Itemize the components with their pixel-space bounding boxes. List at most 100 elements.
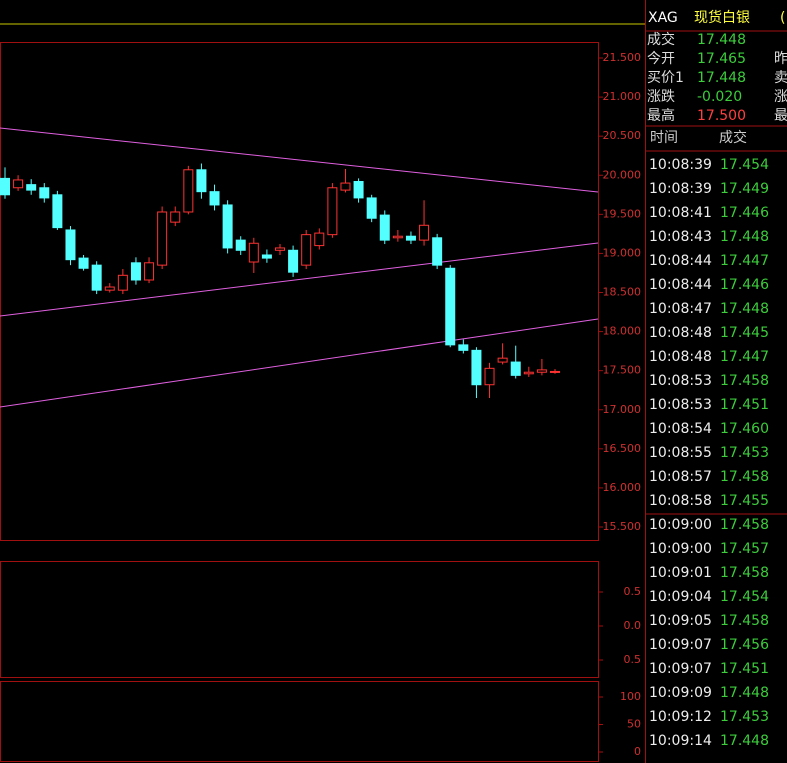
trade-price: 17.456 (720, 637, 769, 653)
candle-body (366, 197, 377, 219)
trade-price: 17.453 (720, 709, 769, 725)
candle-body (275, 247, 285, 251)
trade-price: 17.454 (720, 589, 769, 605)
candle-body (209, 191, 220, 206)
y-tick-label: 21.000 (603, 90, 642, 103)
y-tick-label: 0.5 (624, 653, 642, 666)
trade-price: 17.458 (720, 565, 769, 581)
macd-panel (0, 561, 599, 678)
y-tick-label: 20.000 (603, 168, 642, 181)
trade-price: 17.447 (720, 253, 769, 269)
candle-body (157, 211, 168, 266)
candle-body (497, 357, 508, 363)
quote-side: 最 (774, 108, 787, 124)
candle-body (261, 254, 272, 259)
trade-price: 17.446 (720, 205, 769, 221)
y-tick-label: 17.500 (603, 364, 642, 377)
candle-body (484, 367, 495, 386)
y-tick-label: 20.500 (603, 129, 642, 142)
candle-body (288, 249, 299, 273)
trade-time: 10:08:53 (649, 397, 712, 413)
trade-time: 10:09:01 (649, 565, 712, 581)
trade-time: 10:09:07 (649, 637, 712, 653)
symbol-extra: ( (780, 10, 785, 26)
y-tick-label: 21.500 (603, 51, 642, 64)
quote-value: 17.448 (697, 70, 746, 86)
candle-body (392, 235, 403, 239)
trend-line (0, 127, 599, 193)
trade-time: 10:08:44 (649, 277, 712, 293)
trade-price: 17.457 (720, 541, 769, 557)
candle-body (13, 179, 24, 189)
candle-body (65, 229, 76, 261)
trade-time: 10:08:41 (649, 205, 712, 221)
trade-time: 10:09:14 (649, 733, 712, 749)
y-tick-label: 18.000 (603, 325, 642, 338)
candle-body (196, 169, 207, 193)
candle-body (458, 344, 469, 351)
trade-time: 10:09:09 (649, 685, 712, 701)
trade-price: 17.453 (720, 445, 769, 461)
trade-price: 17.455 (720, 493, 769, 509)
y-tick-label: 18.500 (603, 286, 642, 299)
y-tick-label: 50 (627, 718, 641, 731)
candle-body (353, 181, 364, 199)
quote-side: 昨 (774, 51, 787, 67)
symbol-name: 现货白银 (694, 9, 750, 26)
quote-value: 17.448 (697, 32, 746, 48)
trade-price: 17.458 (720, 517, 769, 533)
quote-label: 今开 (647, 51, 675, 67)
candle-body (52, 194, 63, 229)
trade-price: 17.446 (720, 277, 769, 293)
y-tick-label: 16.500 (603, 442, 642, 455)
price-panel (0, 42, 599, 541)
y-tick-label: 19.000 (603, 246, 642, 259)
trade-time: 10:08:57 (649, 469, 712, 485)
trade-time: 10:08:48 (649, 325, 712, 341)
trade-price: 17.448 (720, 685, 769, 701)
trade-price: 17.458 (720, 613, 769, 629)
trade-time: 10:08:58 (649, 493, 712, 509)
trade-price: 17.448 (720, 229, 769, 245)
candle-body (91, 264, 102, 291)
trade-time: 10:08:48 (649, 349, 712, 365)
trade-time: 10:09:07 (649, 661, 712, 677)
y-tick-label: 100 (620, 690, 641, 703)
candle-body (340, 182, 351, 191)
candle-body (314, 232, 325, 247)
trade-time: 10:08:43 (649, 229, 712, 245)
trade-time: 10:08:53 (649, 373, 712, 389)
candle-body (117, 274, 128, 291)
quote-value: 17.500 (697, 108, 746, 124)
quote-label: 最高 (647, 107, 675, 124)
quote-value: 17.465 (697, 51, 746, 67)
candle-body (222, 204, 233, 249)
candle-body (471, 349, 482, 386)
trade-price: 17.458 (720, 373, 769, 389)
candle-body (536, 369, 547, 373)
y-tick-label: 0.0 (624, 619, 642, 632)
candle-body (248, 242, 259, 263)
y-tick-label: 19.500 (603, 207, 642, 220)
candle-body (445, 267, 456, 346)
trade-price: 17.458 (720, 469, 769, 485)
candle-body (0, 177, 10, 196)
trade-time: 10:09:05 (649, 613, 712, 629)
trade-time: 10:09:12 (649, 709, 712, 725)
trend-line (0, 242, 599, 317)
quote-side: 涨 (774, 89, 787, 105)
candle-body (432, 237, 443, 266)
trade-price: 17.451 (720, 661, 769, 677)
trade-time: 10:08:55 (649, 445, 712, 461)
trade-time: 10:08:39 (649, 157, 712, 173)
candle-body (379, 214, 390, 241)
candle-body (419, 224, 430, 241)
trade-time: 10:09:00 (649, 517, 712, 533)
candle-body (78, 257, 89, 269)
trade-time: 10:09:00 (649, 541, 712, 557)
candle-body (301, 234, 312, 266)
y-tick-label: 0.5 (624, 585, 642, 598)
candle-body (26, 184, 37, 191)
candle-body (523, 371, 534, 375)
